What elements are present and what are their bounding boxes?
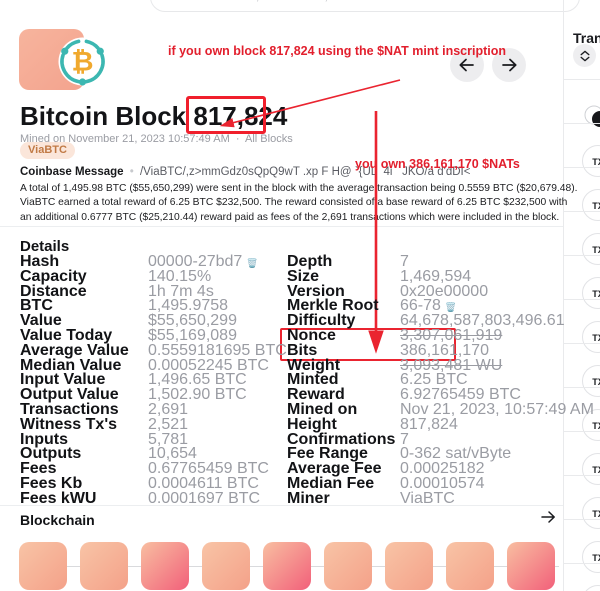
svg-text:₿: ₿: [71, 47, 93, 77]
